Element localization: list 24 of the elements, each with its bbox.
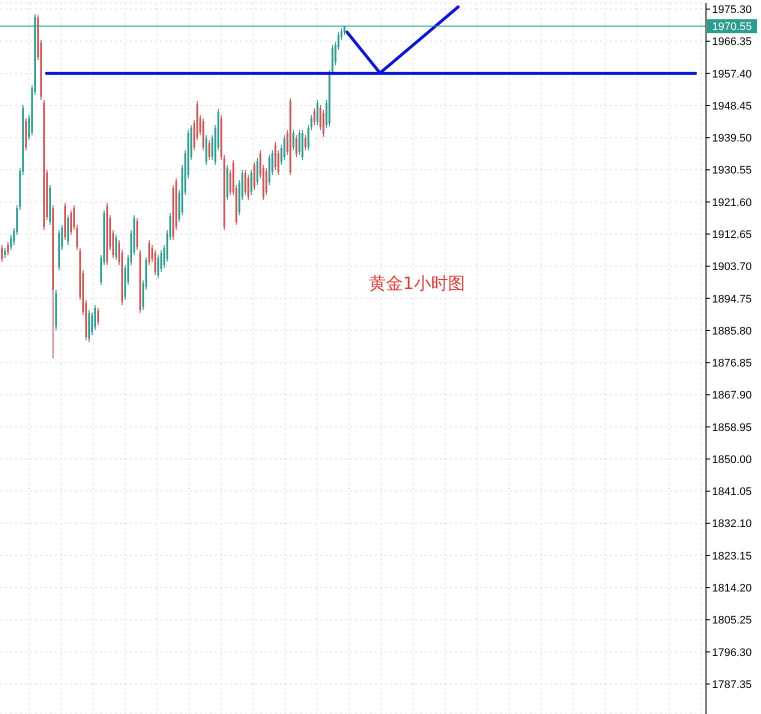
y-tick-label: 1885.80 xyxy=(712,325,752,338)
y-tick-label: 1912.65 xyxy=(712,228,752,241)
y-tick-label: 1894.75 xyxy=(712,293,752,306)
y-tick-label: 1966.35 xyxy=(712,36,752,48)
y-tick-label: 1850.00 xyxy=(712,454,752,466)
y-tick-label: 1832.10 xyxy=(712,518,752,530)
y-tick-label: 1921.60 xyxy=(712,196,752,209)
y-tick-label: 1948.45 xyxy=(712,100,752,112)
y-tick-label: 1867.90 xyxy=(712,390,752,402)
y-tick-label: 1787.35 xyxy=(712,678,752,691)
y-tick-label: 1930.55 xyxy=(712,164,752,177)
y-tick-label: 1939.50 xyxy=(712,132,752,145)
y-tick-label: 1823.15 xyxy=(712,550,752,562)
y-tick-label: 1957.40 xyxy=(712,68,752,80)
y-tick-label: 1975.30 xyxy=(712,4,752,16)
y-tick-label: 1858.95 xyxy=(712,422,752,434)
y-tick-label: 1876.85 xyxy=(712,358,752,370)
annotation: 黄金1小时图 xyxy=(369,273,465,295)
y-tick-label: 1814.20 xyxy=(712,582,752,595)
y-tick-label: 1796.30 xyxy=(712,646,752,659)
y-tick-label: 1805.25 xyxy=(712,614,752,627)
y-tick-label: 1841.05 xyxy=(712,486,752,498)
ref-line-label: 1970.55 xyxy=(712,21,752,34)
y-tick-label: 1903.70 xyxy=(712,261,752,274)
